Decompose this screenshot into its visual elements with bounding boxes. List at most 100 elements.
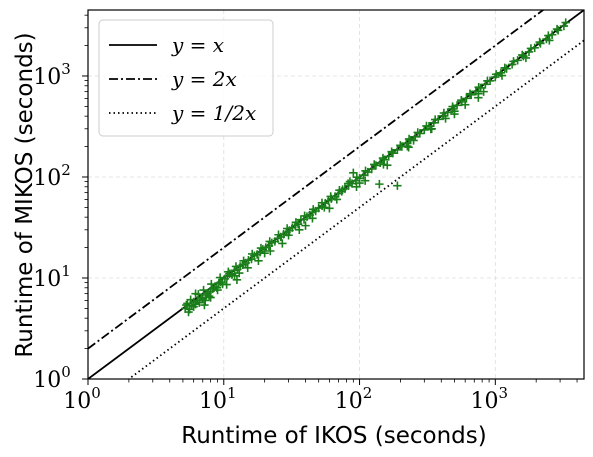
data-point: [409, 136, 418, 145]
data-point: [375, 179, 384, 189]
data-point: [513, 56, 522, 65]
data-point: [361, 166, 370, 176]
data-point: [187, 301, 196, 311]
data-point: [224, 267, 233, 277]
y-tick-exponent: 2: [61, 161, 71, 179]
data-point: [278, 239, 287, 248]
reference-line-dashdot: [88, 10, 545, 350]
x-axis-label: Runtime of IKOS (seconds): [181, 423, 486, 449]
data-point: [526, 44, 536, 53]
data-point: [422, 121, 431, 131]
data-point: [309, 205, 318, 214]
data-point: [184, 307, 193, 317]
plot-frame: [87, 9, 585, 380]
x-tick-label: 100: [63, 384, 101, 414]
data-point: [222, 280, 231, 289]
data-point: [450, 107, 459, 116]
x-tick-label: 102: [335, 384, 373, 414]
data-point: [497, 71, 507, 80]
data-point: [231, 262, 241, 271]
data-point: [214, 278, 224, 288]
y-tick-label: 102: [33, 161, 71, 191]
data-point: [378, 153, 388, 163]
y-tick-label: 103: [33, 60, 71, 90]
data-point: [370, 160, 379, 169]
data-point: [265, 237, 274, 246]
x-tick-exponent: 0: [91, 384, 101, 402]
data-point: [452, 101, 462, 110]
legend-box: [98, 19, 274, 137]
data-point: [410, 132, 420, 141]
data-point: [479, 87, 488, 96]
data-point: [230, 271, 239, 281]
data-point: [544, 31, 553, 40]
data-point: [462, 94, 471, 103]
data-point: [201, 296, 210, 305]
data-point: [509, 57, 518, 66]
data-point: [326, 192, 335, 201]
y-axis-label: Runtime of MIKOS (seconds): [12, 32, 38, 357]
data-point: [352, 173, 362, 182]
data-point: [359, 171, 368, 180]
data-point: [393, 181, 402, 190]
data-point: [349, 168, 358, 178]
data-point: [235, 268, 244, 278]
data-point: [284, 231, 293, 240]
data-point: [448, 102, 457, 111]
data-point: [239, 256, 248, 265]
data-point: [325, 204, 334, 213]
data-point: [502, 64, 511, 73]
data-point: [199, 285, 208, 295]
data-point: [182, 300, 191, 310]
data-point: [460, 100, 470, 109]
y-tick-label: 101: [33, 262, 71, 292]
data-point: [404, 134, 414, 144]
data-point: [189, 302, 198, 311]
data-point: [204, 292, 214, 301]
data-point: [254, 256, 263, 265]
data-point: [256, 243, 266, 253]
data-point: [371, 161, 381, 170]
data-point: [536, 39, 545, 48]
data-point: [215, 273, 225, 282]
data-point: [343, 179, 353, 188]
x-tick-exponent: 3: [499, 384, 509, 402]
y-tick-exponent: 0: [61, 363, 71, 381]
data-point: [355, 178, 364, 188]
x-tick-label: 101: [199, 384, 237, 414]
data-point: [441, 114, 450, 123]
data-point: [291, 218, 301, 227]
data-point: [332, 195, 342, 204]
data-point: [186, 295, 195, 304]
data-point: [413, 128, 422, 137]
x-tick-labels: 100 101 102 103: [63, 384, 508, 414]
data-point: [317, 198, 327, 208]
data-point: [430, 115, 440, 124]
data-point: [457, 95, 466, 105]
data-point: [360, 176, 370, 185]
data-point: [243, 263, 252, 273]
data-points: [181, 18, 570, 317]
data-point: [295, 225, 304, 234]
data-point: [194, 290, 203, 299]
data-point: [200, 300, 209, 310]
data-point: [213, 285, 222, 295]
data-point: [393, 145, 402, 154]
data-point: [561, 18, 570, 27]
data-point: [282, 224, 292, 233]
x-tick-exponent: 2: [363, 384, 373, 402]
data-point: [426, 124, 436, 134]
data-point: [518, 50, 527, 60]
x-tick-exponent: 1: [227, 384, 237, 402]
data-point: [300, 211, 309, 221]
data-point: [396, 141, 405, 150]
x-tick-label: 103: [471, 384, 509, 414]
data-point: [266, 246, 275, 256]
data-point: [491, 70, 501, 79]
data-point: [345, 177, 355, 186]
legend: y = x y = 2x y = 1/2x: [98, 19, 274, 137]
data-point: [474, 83, 483, 92]
y-tick-exponent: 3: [61, 60, 71, 78]
data-point: [500, 63, 510, 73]
data-point: [301, 221, 310, 230]
